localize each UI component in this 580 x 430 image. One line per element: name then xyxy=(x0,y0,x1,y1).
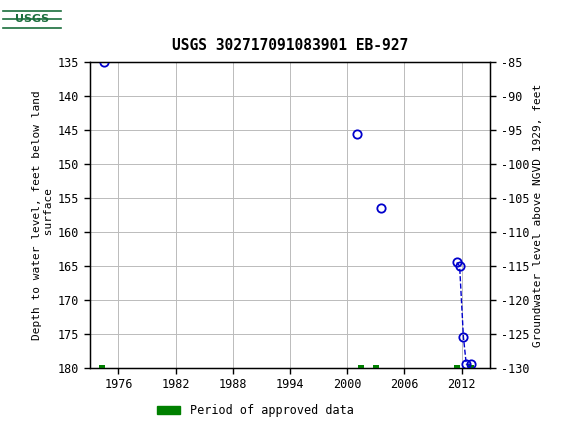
Y-axis label: Groundwater level above NGVD 1929, feet: Groundwater level above NGVD 1929, feet xyxy=(533,83,543,347)
Bar xyxy=(3,3,61,36)
Legend: Period of approved data: Period of approved data xyxy=(152,399,358,422)
Text: USGS 302717091083901 EB-927: USGS 302717091083901 EB-927 xyxy=(172,38,408,52)
Y-axis label: Depth to water level, feet below land
 surface: Depth to water level, feet below land su… xyxy=(31,90,54,340)
Text: USGS: USGS xyxy=(15,14,49,25)
